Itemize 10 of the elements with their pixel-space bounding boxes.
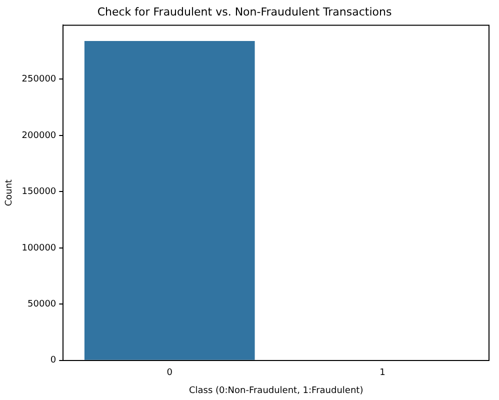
- y-tick-label: 0: [50, 356, 56, 366]
- y-tick-label: 50000: [28, 300, 56, 310]
- y-tick-label: 150000: [22, 187, 56, 198]
- y-tick-label: 250000: [22, 74, 56, 85]
- y-tick-label: 200000: [22, 130, 56, 141]
- chart-title: Check for Fraudulent vs. Non-Fraudulent Transactions: [97, 5, 392, 18]
- x-axis-title: Class (0:Non-Fraudulent, 1:Fraudulent): [188, 386, 364, 396]
- y-axis-title: Count: [4, 178, 15, 206]
- x-tick-label: 1: [380, 368, 386, 378]
- y-tick-label: 100000: [22, 243, 56, 254]
